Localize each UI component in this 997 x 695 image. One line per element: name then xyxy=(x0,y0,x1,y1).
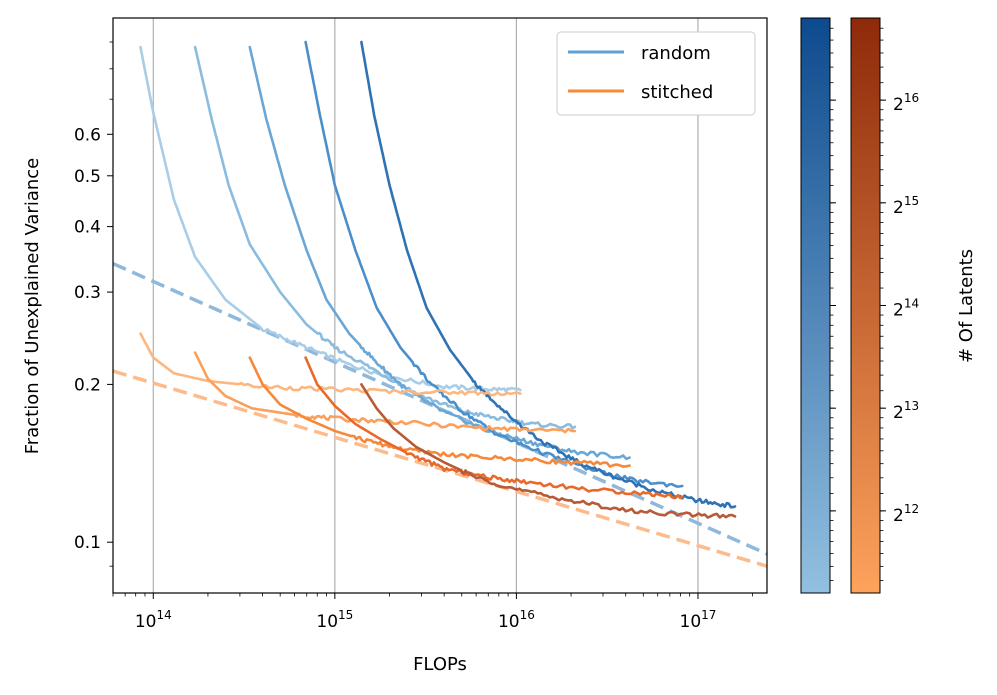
series-line-stitched-65536 xyxy=(360,383,737,519)
colorbar-stitched-gradient xyxy=(850,17,881,594)
colorbar-random-ticks xyxy=(830,27,836,581)
series-line-random-65536 xyxy=(360,40,737,509)
fit-line-stitched xyxy=(113,369,767,568)
x-tick-label-3-exp: 17 xyxy=(701,608,716,622)
legend-label-stitched: stitched xyxy=(641,82,713,103)
series-line-stitched-32768 xyxy=(304,356,684,500)
series-line-stitched-8192 xyxy=(193,351,577,434)
legend-label-random: random xyxy=(641,43,711,64)
colorbar-label: # Of Latents xyxy=(956,249,977,363)
colorbar-tick-label-1-exp: 13 xyxy=(904,399,919,413)
x-tick-label-0-base: 10 xyxy=(135,612,157,632)
y-tick-label-0: 0.1 xyxy=(74,533,101,553)
x-tick-label-3: 1017 xyxy=(680,608,717,632)
colorbar-tick-label-2-exp: 14 xyxy=(904,297,919,311)
colorbar-tick-label-0-base: 2 xyxy=(893,506,904,526)
series-line-random-16384 xyxy=(248,45,631,461)
colorbar-tick-label-4-exp: 16 xyxy=(904,91,919,105)
series-line-random-4096 xyxy=(139,45,522,393)
x-tick-label-0-exp: 14 xyxy=(156,608,171,622)
x-tick-label-1: 1015 xyxy=(316,608,353,632)
y-axis-label: Fraction of Unexplained Variance xyxy=(22,158,43,454)
y-tick-label-1: 0.2 xyxy=(74,375,101,395)
series-line-random-8192 xyxy=(193,45,577,430)
x-axis-ticks: 1014 1015 1016 1017 xyxy=(112,593,754,632)
y-axis-ticks: 0.1 0.2 0.3 0.4 0.5 0.6 xyxy=(74,41,113,567)
colorbar-tick-label-3: 215 xyxy=(893,194,919,218)
plot-frame xyxy=(112,17,768,594)
x-tick-label-0: 1014 xyxy=(135,608,172,632)
x-tick-label-2-exp: 16 xyxy=(520,608,535,622)
x-tick-label-1-exp: 15 xyxy=(338,608,353,622)
colorbar-tick-label-1-base: 2 xyxy=(893,403,904,423)
x-tick-label-2-base: 10 xyxy=(498,612,520,632)
x-tick-label-3-base: 10 xyxy=(680,612,702,632)
colorbar-tick-label-3-base: 2 xyxy=(893,198,904,218)
x-tick-label-2: 1016 xyxy=(498,608,535,632)
colorbar-tick-label-2-base: 2 xyxy=(893,301,904,321)
colorbar-tick-label-1: 213 xyxy=(893,399,919,423)
x-tick-label-1-base: 10 xyxy=(316,612,338,632)
colorbar-tick-label-4-base: 2 xyxy=(893,95,904,115)
series-line-stitched-4096 xyxy=(139,332,522,397)
series-line-stitched-16384 xyxy=(248,356,631,468)
colorbar-tick-label-0: 212 xyxy=(893,502,919,526)
series-lines xyxy=(139,40,737,519)
y-tick-label-4: 0.5 xyxy=(74,167,101,187)
x-axis-label: FLOPs xyxy=(413,654,467,675)
y-tick-label-3: 0.4 xyxy=(74,218,101,238)
fit-lines xyxy=(113,262,767,568)
colorbar-tick-label-3-exp: 15 xyxy=(904,194,919,208)
colorbar-tick-label-4: 216 xyxy=(893,91,919,115)
colorbar-random-gradient xyxy=(800,17,831,594)
legend: random stitched xyxy=(556,31,756,116)
y-tick-label-2: 0.3 xyxy=(74,283,101,303)
colorbar-random xyxy=(800,17,836,594)
colorbar-tick-label-0-exp: 12 xyxy=(904,502,919,516)
colorbar-tick-label-2: 214 xyxy=(893,297,919,321)
y-tick-label-5: 0.6 xyxy=(74,125,101,145)
